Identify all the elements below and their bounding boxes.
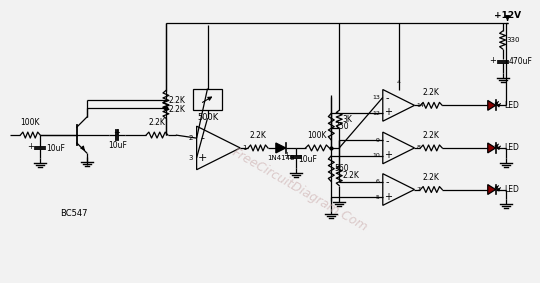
Polygon shape <box>488 185 496 194</box>
Text: LED: LED <box>504 143 519 153</box>
Text: 100K: 100K <box>21 118 40 127</box>
Text: 5: 5 <box>376 195 380 200</box>
Text: 2.2K: 2.2K <box>342 171 359 180</box>
Text: LED: LED <box>504 185 519 194</box>
Polygon shape <box>276 143 286 153</box>
Text: 560: 560 <box>334 164 349 173</box>
Text: 7: 7 <box>416 187 421 192</box>
Text: +: + <box>198 153 207 163</box>
Text: -: - <box>386 177 389 187</box>
Text: 1N4148: 1N4148 <box>267 155 294 161</box>
Text: +: + <box>384 192 392 202</box>
Text: +: + <box>384 108 392 117</box>
Text: 8: 8 <box>416 145 420 151</box>
Text: +: + <box>113 128 120 137</box>
Text: 500K: 500K <box>197 113 218 122</box>
Text: 4: 4 <box>396 80 401 85</box>
Text: +: + <box>283 151 289 160</box>
Text: 3: 3 <box>188 155 193 161</box>
Text: 2: 2 <box>188 135 193 141</box>
Text: 2.2K: 2.2K <box>148 118 165 127</box>
Polygon shape <box>488 100 496 110</box>
Text: BC547: BC547 <box>60 209 87 218</box>
Text: 13: 13 <box>372 95 380 100</box>
Text: -: - <box>200 133 205 143</box>
Text: 2.2K: 2.2K <box>169 105 186 114</box>
Polygon shape <box>488 143 496 153</box>
Text: 2.2K: 2.2K <box>423 173 440 182</box>
Text: LED: LED <box>504 101 519 110</box>
Text: 6: 6 <box>376 179 380 184</box>
Text: +: + <box>489 56 496 65</box>
Text: 10uF: 10uF <box>108 141 127 150</box>
Bar <box>193 89 222 110</box>
Text: 10uF: 10uF <box>46 144 65 153</box>
Text: 9: 9 <box>376 138 380 143</box>
Text: 750: 750 <box>334 122 349 131</box>
Text: 12: 12 <box>372 111 380 116</box>
Text: 470uF: 470uF <box>509 57 532 66</box>
Text: 2.2K: 2.2K <box>249 131 266 140</box>
Text: 2.2K: 2.2K <box>423 131 440 140</box>
Text: +: + <box>384 150 392 160</box>
Text: -: - <box>386 136 389 146</box>
Text: FreeCircuitDiagram.Com: FreeCircuitDiagram.Com <box>230 145 370 234</box>
Text: 14: 14 <box>416 103 424 108</box>
Text: 10uF: 10uF <box>299 155 318 164</box>
Text: 3K: 3K <box>342 115 352 124</box>
Text: 2.2K: 2.2K <box>169 96 186 105</box>
Text: -: - <box>386 93 389 103</box>
Text: +12V: +12V <box>494 11 521 20</box>
Text: 2.2K: 2.2K <box>423 88 440 97</box>
Text: +: + <box>28 142 34 151</box>
Text: 100K: 100K <box>308 131 327 140</box>
Text: 330: 330 <box>507 37 520 43</box>
Text: 10: 10 <box>372 153 380 158</box>
Text: 1: 1 <box>242 145 247 151</box>
